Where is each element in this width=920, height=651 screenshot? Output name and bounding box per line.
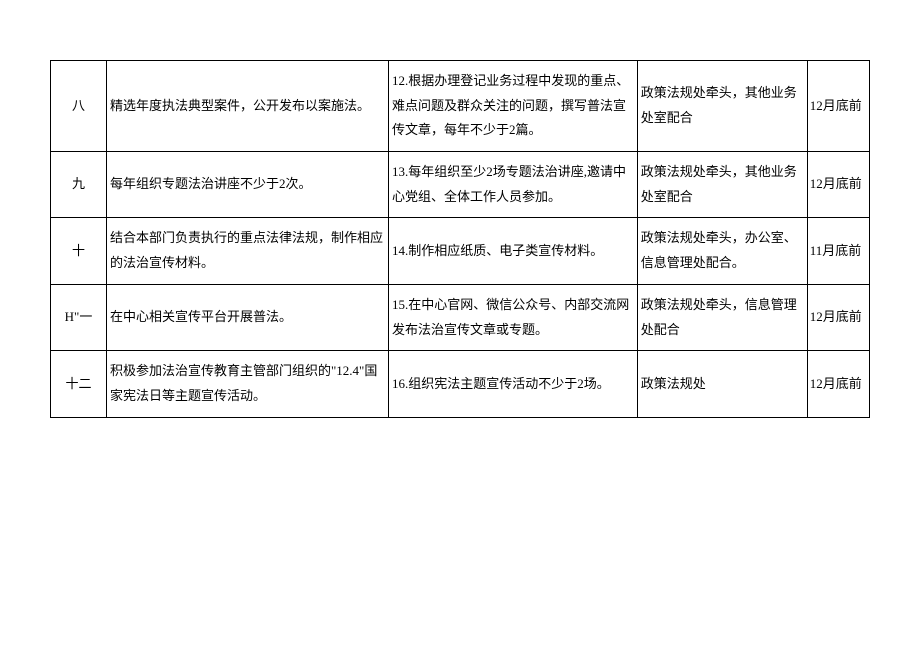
row-task: 精选年度执法典型案件，公开发布以案施法。 xyxy=(106,61,388,152)
row-date: 11月底前 xyxy=(807,218,869,284)
row-task: 在中心相关宣传平台开展普法。 xyxy=(106,284,388,350)
row-dept: 政策法规处牵头，信息管理处配合 xyxy=(637,284,807,350)
row-action: 13.每年组织至少2场专题法治讲座,邀请中心党组、全体工作人员参加。 xyxy=(388,152,637,218)
row-action: 12.根据办理登记业务过程中发现的重点、难点问题及群众关注的问题，撰写普法宣传文… xyxy=(388,61,637,152)
row-action: 16.组织宪法主题宣传活动不少于2场。 xyxy=(388,351,637,417)
row-date: 12月底前 xyxy=(807,351,869,417)
row-number: H"一 xyxy=(51,284,107,350)
table-row: H"一 在中心相关宣传平台开展普法。 15.在中心官网、微信公众号、内部交流网发… xyxy=(51,284,870,350)
table-row: 十二 积极参加法治宣传教育主管部门组织的"12.4"国家宪法日等主题宣传活动。 … xyxy=(51,351,870,417)
row-date: 12月底前 xyxy=(807,152,869,218)
row-task: 每年组织专题法治讲座不少于2次。 xyxy=(106,152,388,218)
row-date: 12月底前 xyxy=(807,284,869,350)
row-action: 15.在中心官网、微信公众号、内部交流网发布法治宣传文章或专题。 xyxy=(388,284,637,350)
row-date: 12月底前 xyxy=(807,61,869,152)
row-number: 十 xyxy=(51,218,107,284)
row-dept: 政策法规处牵头，其他业务处室配合 xyxy=(637,61,807,152)
row-number: 十二 xyxy=(51,351,107,417)
table-row: 八 精选年度执法典型案件，公开发布以案施法。 12.根据办理登记业务过程中发现的… xyxy=(51,61,870,152)
table-row: 九 每年组织专题法治讲座不少于2次。 13.每年组织至少2场专题法治讲座,邀请中… xyxy=(51,152,870,218)
row-task: 结合本部门负责执行的重点法律法规，制作相应的法治宣传材料。 xyxy=(106,218,388,284)
row-dept: 政策法规处牵头，其他业务处室配合 xyxy=(637,152,807,218)
row-number: 九 xyxy=(51,152,107,218)
plan-table: 八 精选年度执法典型案件，公开发布以案施法。 12.根据办理登记业务过程中发现的… xyxy=(50,60,870,418)
row-dept: 政策法规处牵头，办公室、信息管理处配合。 xyxy=(637,218,807,284)
row-task: 积极参加法治宣传教育主管部门组织的"12.4"国家宪法日等主题宣传活动。 xyxy=(106,351,388,417)
table-row: 十 结合本部门负责执行的重点法律法规，制作相应的法治宣传材料。 14.制作相应纸… xyxy=(51,218,870,284)
row-action: 14.制作相应纸质、电子类宣传材料。 xyxy=(388,218,637,284)
row-number: 八 xyxy=(51,61,107,152)
row-dept: 政策法规处 xyxy=(637,351,807,417)
